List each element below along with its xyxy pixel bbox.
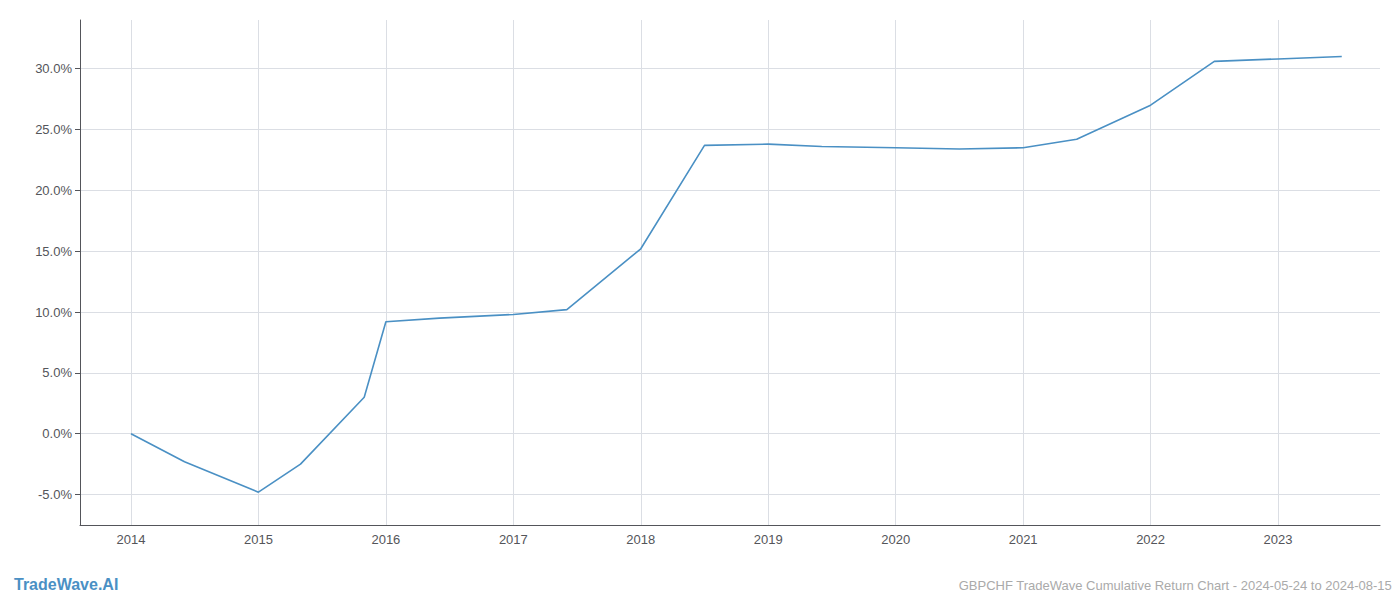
svg-text:TradeWave.AI: TradeWave.AI: [14, 576, 118, 593]
svg-text:2021: 2021: [1009, 532, 1038, 547]
svg-text:5.0%: 5.0%: [42, 365, 72, 380]
svg-text:2019: 2019: [754, 532, 783, 547]
svg-text:2020: 2020: [881, 532, 910, 547]
svg-text:2017: 2017: [499, 532, 528, 547]
svg-text:2016: 2016: [371, 532, 400, 547]
svg-text:2018: 2018: [626, 532, 655, 547]
svg-text:20.0%: 20.0%: [35, 183, 72, 198]
svg-text:2015: 2015: [244, 532, 273, 547]
svg-text:2014: 2014: [117, 532, 146, 547]
svg-text:2023: 2023: [1264, 532, 1293, 547]
svg-text:10.0%: 10.0%: [35, 305, 72, 320]
svg-text:30.0%: 30.0%: [35, 61, 72, 76]
svg-text:0.0%: 0.0%: [42, 426, 72, 441]
svg-text:GBPCHF TradeWave Cumulative Re: GBPCHF TradeWave Cumulative Return Chart…: [959, 578, 1392, 593]
svg-text:2022: 2022: [1136, 532, 1165, 547]
svg-text:-5.0%: -5.0%: [38, 487, 72, 502]
svg-text:15.0%: 15.0%: [35, 244, 72, 259]
svg-text:25.0%: 25.0%: [35, 122, 72, 137]
